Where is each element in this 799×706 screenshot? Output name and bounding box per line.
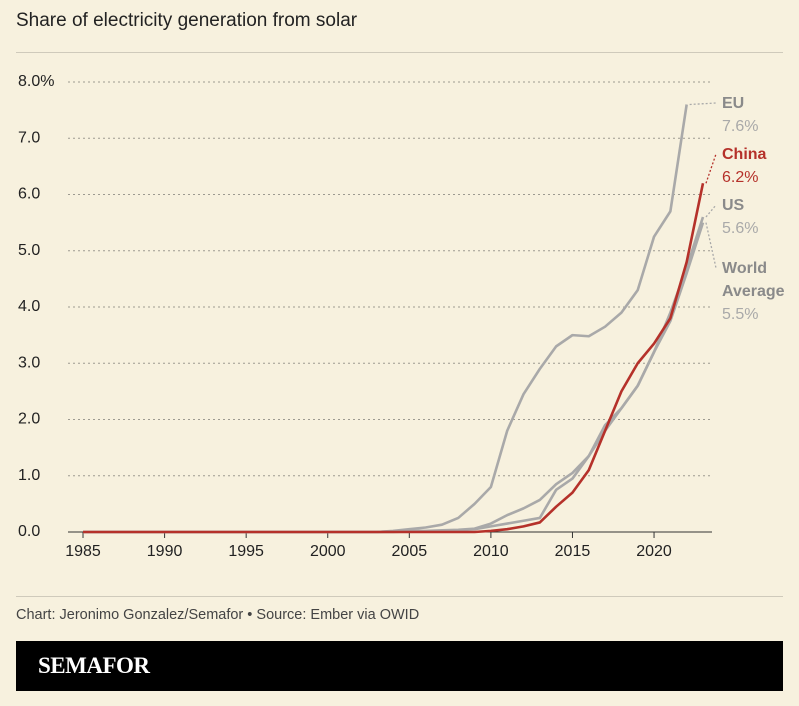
series-label: US 5.6% bbox=[722, 194, 794, 240]
value-label: 5.6% bbox=[722, 220, 759, 237]
leader-line bbox=[689, 102, 717, 106]
x-tick-label: 2020 bbox=[636, 543, 672, 560]
value-label: 6.2% bbox=[722, 169, 759, 186]
series-label: World Average 5.5% bbox=[722, 257, 794, 326]
x-tick-label: 1995 bbox=[228, 543, 264, 560]
value-label: 5.5% bbox=[722, 306, 759, 323]
logo: SEMAFOR bbox=[38, 653, 150, 678]
y-tick-label: 2.0 bbox=[18, 411, 40, 428]
y-tick-label: 8.0% bbox=[18, 73, 54, 90]
divider bbox=[16, 52, 783, 53]
series-line bbox=[83, 222, 705, 534]
legend-entry: World Average bbox=[722, 260, 785, 300]
leader-line bbox=[705, 153, 717, 184]
y-tick-label: 5.0 bbox=[18, 242, 40, 259]
y-tick-label: 3.0 bbox=[18, 354, 40, 371]
y-tick-label: 1.0 bbox=[18, 467, 40, 484]
x-tick-label: 2015 bbox=[555, 543, 591, 560]
x-tick-label: 1990 bbox=[147, 543, 183, 560]
series-line bbox=[83, 104, 688, 534]
source: Chart: Jeronimo Gonzalez/Semafor • Sourc… bbox=[16, 607, 420, 623]
series-label: EU 7.6% bbox=[722, 92, 794, 138]
x-tick-label: 2000 bbox=[310, 543, 346, 560]
chart: 0.0 1.0 2.0 3.0 4.0 5.0 6.0 7.0 8.0% 1985 1990 1995… bbox=[18, 73, 717, 560]
y-tick-label: 4.0 bbox=[18, 298, 40, 315]
y-tick-label: 0.0 bbox=[18, 523, 40, 540]
legend-entry: US bbox=[722, 197, 745, 214]
x-tick-label: 2010 bbox=[473, 543, 509, 560]
divider bbox=[16, 596, 783, 597]
leader-line bbox=[705, 222, 717, 269]
x-tick-label: 1985 bbox=[65, 543, 101, 560]
x-tick-label: 2005 bbox=[392, 543, 428, 560]
leader-line bbox=[705, 204, 717, 218]
series-line bbox=[83, 216, 705, 534]
y-tick-label: 6.0 bbox=[18, 186, 40, 203]
series-line bbox=[83, 182, 705, 534]
value-label: 7.6% bbox=[722, 118, 759, 135]
chart-title: Share of electricity generation from sol… bbox=[16, 10, 358, 31]
legend-entry: China bbox=[722, 146, 767, 163]
footer-bar: SEMAFOR bbox=[16, 641, 783, 691]
legend-entry: EU bbox=[722, 95, 745, 112]
series-label: China 6.2% bbox=[722, 143, 794, 189]
y-tick-label: 7.0 bbox=[18, 129, 40, 146]
